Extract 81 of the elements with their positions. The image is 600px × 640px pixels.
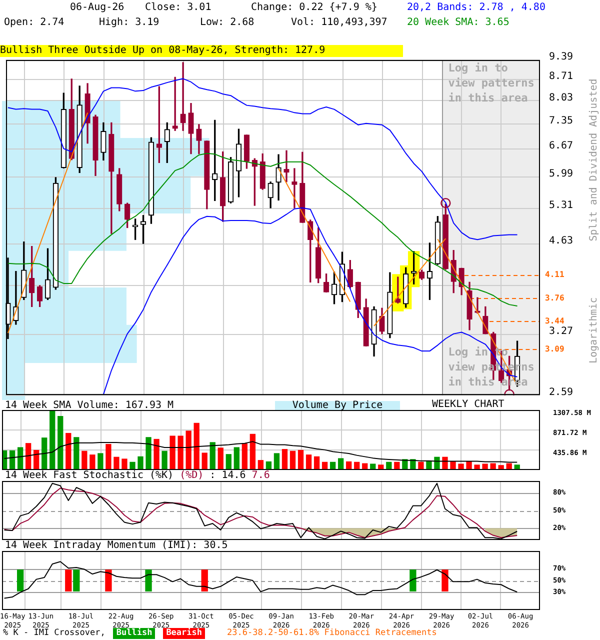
text: Volume By Price [275, 400, 400, 411]
bar [178, 436, 184, 470]
annotation: : 14.6 [210, 470, 246, 482]
y-tick-label: 8.03 [549, 92, 574, 104]
bar [218, 448, 224, 470]
bar [282, 449, 288, 470]
bar [122, 458, 128, 470]
text: 14 Week SMA Volume: 167.93 M [5, 400, 174, 411]
bar [458, 464, 464, 470]
y-tick-label: 7.35 [549, 115, 574, 126]
text: Change: 0.22 {+7.9 %} [251, 2, 378, 14]
bar [338, 458, 344, 470]
bar [162, 450, 168, 470]
y-axis-title: Split and Dividend Adjusted [588, 78, 600, 242]
annotation: WEEKLY CHART [432, 399, 504, 410]
text: 20 Week SMA: 3.65 [407, 17, 510, 29]
bar [146, 437, 152, 470]
bar [290, 450, 296, 470]
text: Logarithmic [588, 297, 600, 364]
bar [250, 434, 256, 470]
text: High: 3.19 [99, 17, 160, 29]
bar [490, 463, 496, 470]
text: Bearish [163, 628, 206, 638]
bar [298, 450, 304, 470]
annotation: 7.6 [252, 470, 270, 482]
bar [226, 454, 232, 470]
text: 06-Aug-26 [70, 2, 124, 14]
ref-line-label: 3.09 [545, 344, 564, 354]
bar [114, 456, 120, 470]
bar [42, 438, 48, 470]
candlestick [284, 150, 290, 182]
bar [26, 443, 32, 470]
ref-line-label: 3.44 [545, 316, 564, 326]
bar [66, 432, 72, 470]
bar [234, 447, 240, 470]
chart-title: 14 Week Fast Stochastic [5, 470, 144, 482]
text: Close: 3.01 [145, 2, 212, 14]
bar [130, 462, 136, 470]
ref-line-label: 3.76 [545, 293, 564, 302]
text: (%K) [149, 470, 174, 482]
text: (%D) [180, 470, 204, 482]
bar [210, 442, 216, 470]
bar [98, 453, 104, 470]
bar [418, 462, 424, 470]
text: Vol: 110,493,397 [291, 17, 388, 29]
text: Bullish [113, 628, 156, 638]
bar [274, 453, 280, 470]
y-tick-label: 3.27 [549, 326, 574, 338]
bar [50, 410, 56, 470]
ref-line-label: 4.11 [545, 270, 564, 280]
text: 23.6-38.2-50-61.8% Fibonacci Retracements [227, 628, 437, 638]
bar [154, 438, 160, 470]
bar [138, 456, 144, 470]
y-tick-label: 5.31 [549, 200, 574, 211]
bar [106, 444, 112, 470]
band-label: Log in to view patterns in this area [448, 61, 534, 104]
y-tick-label: 6.67 [549, 140, 574, 152]
chart-title: 14 Week Intraday Momentum (IMI): 30.5 [5, 540, 228, 552]
y-tick-label: 4.63 [549, 236, 574, 247]
bar [202, 452, 208, 470]
text: 20,2 Bands: 2.78 , 4.80 [407, 2, 546, 14]
y-tick-label: 8.71 [549, 71, 574, 82]
bar [242, 444, 248, 470]
bar [170, 436, 176, 470]
text: Open: 2.74 [4, 17, 64, 29]
bar [186, 430, 192, 470]
bar [90, 454, 96, 470]
y-tick-label: 2.59 [549, 386, 574, 398]
bar [74, 437, 80, 470]
bar [194, 422, 200, 470]
bar [82, 450, 88, 470]
y-tick-label: 5.99 [549, 168, 574, 180]
bar [58, 416, 64, 470]
bar [482, 464, 488, 470]
bar [306, 454, 312, 470]
text: Bullish Three Outside Up on 08-May-26, Strength: 127.9 [0, 45, 403, 57]
text: Low: 2.68 [200, 17, 254, 29]
candlestick [292, 168, 298, 208]
y-tick-label: 9.39 [549, 52, 574, 63]
legend-title: % K - IMI Crossover, [3, 628, 106, 638]
candlestick [180, 62, 186, 131]
